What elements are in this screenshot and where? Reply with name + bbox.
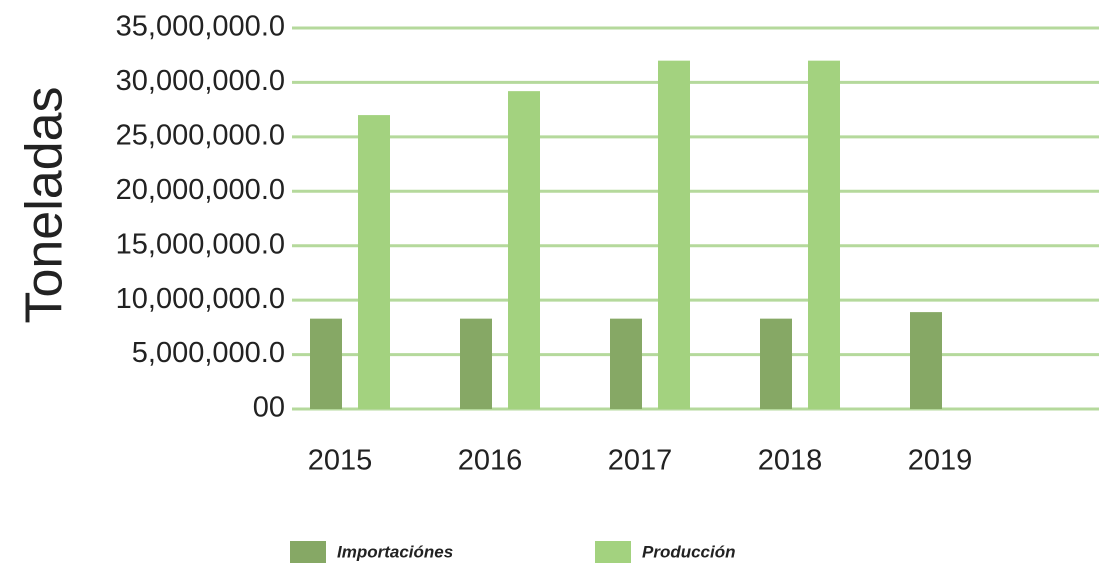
y-tick-label: 25,000,000.0 bbox=[116, 120, 285, 152]
y-tick-label: 5,000,000.0 bbox=[132, 337, 285, 369]
x-tick-label: 2019 bbox=[908, 445, 973, 477]
legend-swatch bbox=[595, 541, 631, 563]
y-tick-label: 30,000,000.0 bbox=[116, 65, 285, 97]
legend-swatch bbox=[290, 541, 326, 563]
y-axis-label: Toneladas bbox=[16, 86, 74, 323]
y-tick-label: 00 bbox=[253, 392, 285, 424]
legend-label: Producción bbox=[642, 542, 736, 561]
y-tick-label: 15,000,000.0 bbox=[116, 228, 285, 260]
legend-label: Importaciónes bbox=[337, 542, 453, 561]
y-tick-label: 20,000,000.0 bbox=[116, 174, 285, 206]
x-tick-label: 2015 bbox=[308, 445, 373, 477]
y-tick-label: 35,000,000.0 bbox=[116, 11, 285, 43]
x-tick-label: 2017 bbox=[608, 445, 673, 477]
bar bbox=[658, 60, 690, 410]
bar bbox=[760, 318, 792, 409]
y-tick-label: 10,000,000.0 bbox=[116, 283, 285, 315]
bar bbox=[310, 318, 342, 409]
bar bbox=[508, 91, 540, 409]
bar bbox=[610, 318, 642, 409]
bar bbox=[358, 115, 390, 409]
x-tick-label: 2016 bbox=[458, 445, 523, 477]
bar bbox=[910, 312, 942, 409]
bar bbox=[808, 60, 840, 410]
bar bbox=[460, 318, 492, 409]
x-tick-label: 2018 bbox=[758, 445, 823, 477]
